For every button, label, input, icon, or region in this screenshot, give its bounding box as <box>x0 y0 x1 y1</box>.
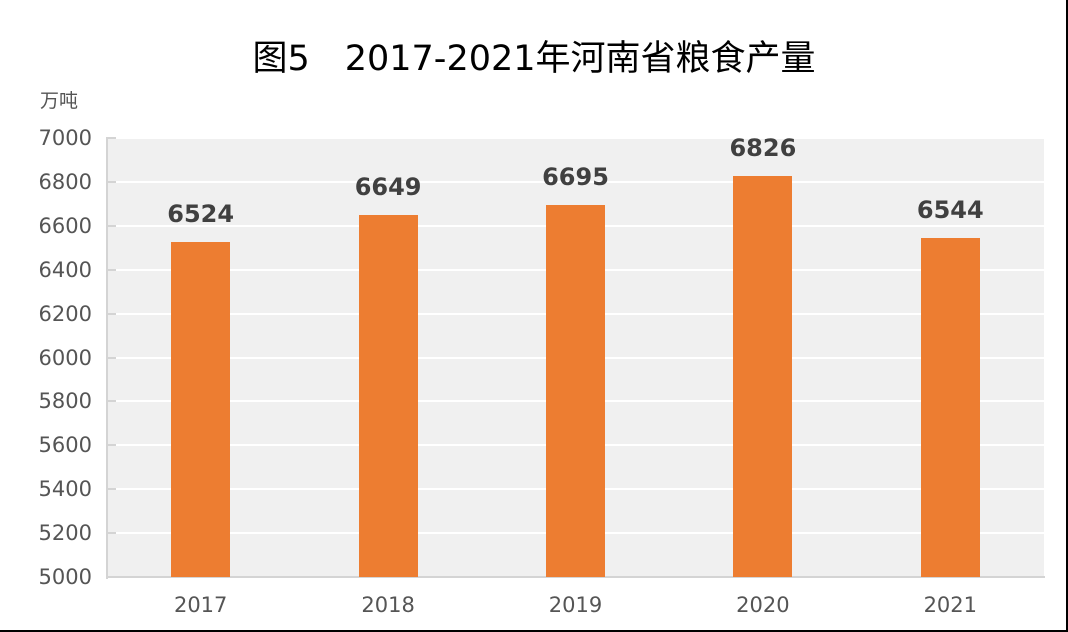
value-label-2021: 6544 <box>916 196 984 225</box>
bar-2021 <box>920 238 980 577</box>
x-axis-line <box>106 576 1045 578</box>
gridline <box>107 180 1044 183</box>
y-tick-mark <box>106 356 116 359</box>
y-tick-mark <box>106 576 116 578</box>
y-tick-label: 5200 <box>38 521 92 546</box>
y-tick-label: 6800 <box>38 169 92 194</box>
y-tick-mark <box>106 312 116 315</box>
y-tick-label: 5800 <box>38 389 92 414</box>
y-tick-mark <box>106 224 116 227</box>
bar-2018 <box>358 215 418 577</box>
y-tick-mark <box>106 268 116 271</box>
y-tick-label: 6600 <box>38 213 92 238</box>
gridline <box>107 137 1044 139</box>
y-tick-mark <box>106 180 116 183</box>
x-tick-label-2019: 2019 <box>548 593 603 617</box>
y-tick-label: 6200 <box>38 301 92 326</box>
chart-title: 图5 2017-2021年河南省粮食产量 <box>252 39 816 79</box>
y-tick-label: 5600 <box>38 433 92 458</box>
value-label-2017: 6524 <box>167 200 235 229</box>
y-tick-label: 6400 <box>38 257 92 282</box>
x-tick-label-2018: 2018 <box>361 593 415 617</box>
value-label-2019: 6695 <box>542 162 609 191</box>
x-tick-label-2017: 2017 <box>173 593 228 617</box>
y-tick-mark <box>106 532 116 535</box>
y-tick-mark <box>106 400 116 403</box>
bar-2019 <box>546 204 605 577</box>
y-axis-unit-label: 万吨 <box>40 90 79 112</box>
y-tick-mark <box>106 137 116 139</box>
y-tick-label: 5400 <box>38 477 92 502</box>
x-tick-label-2020: 2020 <box>736 593 790 617</box>
value-label-2018: 6649 <box>354 173 422 202</box>
y-tick-label: 6000 <box>38 345 92 370</box>
y-tick-mark <box>106 488 116 491</box>
y-tick-label: 5000 <box>38 565 92 589</box>
y-axis-line <box>106 138 108 579</box>
y-tick-label: 7000 <box>38 126 92 150</box>
bar-2017 <box>171 242 231 577</box>
bar-2020 <box>733 176 793 577</box>
value-label-2020: 6826 <box>729 134 797 163</box>
y-tick-mark <box>106 444 116 447</box>
x-tick-label-2021: 2021 <box>923 593 978 617</box>
